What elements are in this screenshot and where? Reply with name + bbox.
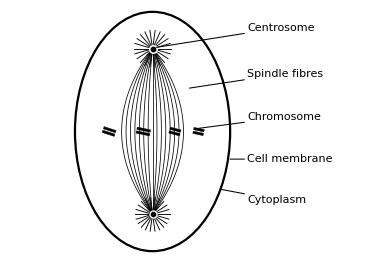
Polygon shape [136,131,150,136]
Text: Chromosome: Chromosome [195,112,321,129]
Text: Centrosome: Centrosome [157,23,315,47]
Polygon shape [102,130,115,136]
Polygon shape [194,127,204,132]
Text: Cytoplasm: Cytoplasm [221,189,306,205]
Ellipse shape [75,12,230,251]
Polygon shape [169,131,180,136]
Text: Spindle fibres: Spindle fibres [189,69,323,88]
Polygon shape [193,131,204,136]
Polygon shape [137,127,151,132]
Polygon shape [170,127,181,132]
Polygon shape [103,127,116,133]
Text: Cell membrane: Cell membrane [230,154,333,164]
